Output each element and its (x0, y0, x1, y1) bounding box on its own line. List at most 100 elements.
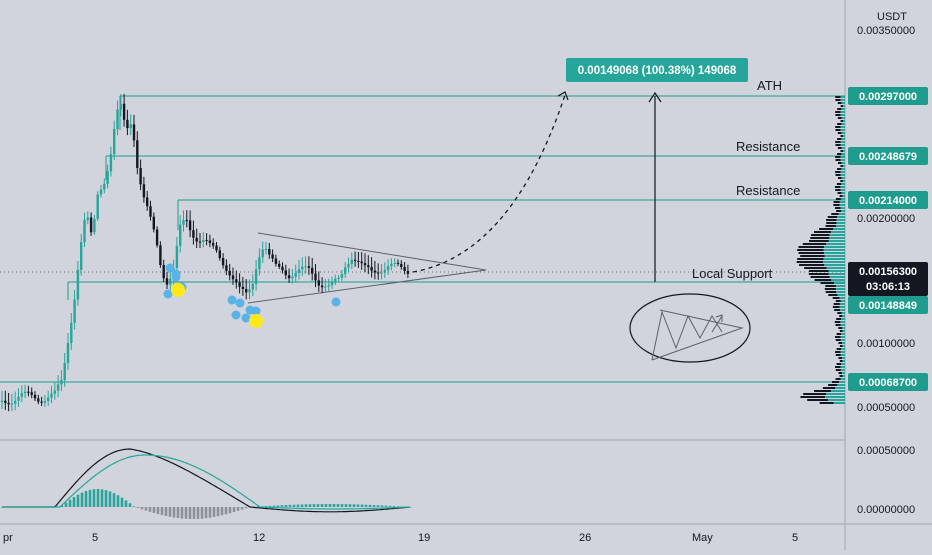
macd-bar (284, 505, 288, 507)
volume-bar (835, 336, 841, 338)
candle-body (7, 402, 10, 405)
candle-body (96, 194, 99, 219)
volume-bar (835, 99, 841, 101)
candle-body (113, 129, 116, 155)
macd-bar (104, 490, 108, 507)
macd-bar (356, 504, 360, 507)
price-tick: 0.00350000 (857, 25, 915, 37)
candle-body (47, 397, 50, 402)
macd-bar (124, 500, 128, 507)
candles (0, 93, 410, 412)
volume-bar (840, 186, 845, 188)
volume-bar (836, 225, 845, 227)
volume-bar (838, 372, 843, 374)
macd-bar (360, 504, 364, 507)
volume-bar (837, 168, 842, 170)
volume-bar (803, 393, 827, 395)
volume-bar (840, 369, 845, 371)
macd-bar (192, 507, 196, 519)
volume-bar (840, 150, 843, 152)
macd-bar (308, 504, 312, 507)
macd-bar (220, 507, 224, 516)
candle-body (99, 189, 103, 195)
volume-bar (840, 354, 845, 356)
candle-body (353, 259, 357, 261)
pattern-markers (163, 263, 341, 328)
volume-bar (834, 207, 841, 209)
candle-body (195, 237, 198, 242)
volume-bar (838, 213, 845, 215)
volume-bar (842, 345, 845, 347)
volume-bar (819, 228, 834, 230)
candle-body (294, 273, 297, 277)
volume-bar (842, 315, 845, 317)
candle-body (162, 264, 165, 279)
volume-bar (841, 108, 845, 110)
volume-bar (839, 330, 843, 332)
macd-bar (364, 504, 368, 507)
candle-body (218, 250, 221, 259)
volume-bar (837, 138, 842, 140)
macd-bar (388, 505, 392, 507)
volume-bar (829, 237, 845, 239)
candle-body (70, 322, 73, 343)
volume-bar (836, 363, 842, 365)
macd-bar (140, 507, 144, 510)
candle-body (254, 269, 258, 284)
macd-bar (168, 507, 172, 517)
volume-bar (835, 198, 841, 200)
candle-body (215, 245, 218, 251)
price-tick: 0.00050000 (857, 402, 915, 414)
candle-body (43, 401, 47, 403)
resistance-label: Resistance (736, 183, 800, 198)
pattern-ellipse (629, 293, 751, 363)
macd-bar (336, 504, 340, 507)
volume-bar (835, 378, 841, 380)
marker-dot (163, 289, 173, 299)
volume-bar (833, 282, 845, 284)
volume-bar (840, 210, 845, 212)
macd-bar (148, 507, 152, 512)
volume-bar (825, 291, 837, 293)
macd-bar (332, 504, 336, 507)
measure-box (566, 58, 748, 82)
candle-body (340, 274, 344, 278)
macd-bar (132, 506, 136, 507)
macd-bar (176, 507, 180, 519)
volume-bar (814, 390, 832, 392)
macd-bar (240, 507, 244, 510)
volume-bar (835, 189, 841, 191)
volume-bar (831, 231, 845, 233)
candle-body (106, 171, 109, 184)
svg-text:0.00297000: 0.00297000 (859, 91, 917, 103)
volume-bar (839, 201, 845, 203)
macd-bar (68, 499, 72, 507)
candle-body (23, 391, 27, 394)
volume-bar (842, 180, 845, 182)
macd-bar (280, 505, 284, 507)
volume-bar (797, 249, 824, 251)
highlight-dot (249, 314, 263, 328)
volume-bar (834, 186, 841, 188)
volume-bar (840, 300, 845, 302)
volume-bar (836, 183, 842, 185)
candle-body (132, 124, 136, 141)
signal-line (2, 454, 411, 510)
svg-text:0.00148849: 0.00148849 (859, 300, 917, 312)
candle-body (27, 391, 30, 393)
volume-bar (827, 399, 845, 401)
candle-body (235, 279, 238, 283)
volume-bar (824, 252, 845, 254)
support-label: Local Support (692, 266, 773, 281)
volume-bar (840, 171, 845, 173)
volume-bar (828, 294, 838, 296)
volume-bar (811, 234, 830, 236)
volume-bar (840, 198, 845, 200)
volume-bar (825, 225, 837, 227)
candle-body (301, 266, 304, 270)
macd-bar (212, 507, 216, 517)
candle-body (251, 283, 254, 290)
volume-bar (824, 246, 845, 248)
candle-body (86, 217, 89, 220)
volume-bar (831, 390, 845, 392)
